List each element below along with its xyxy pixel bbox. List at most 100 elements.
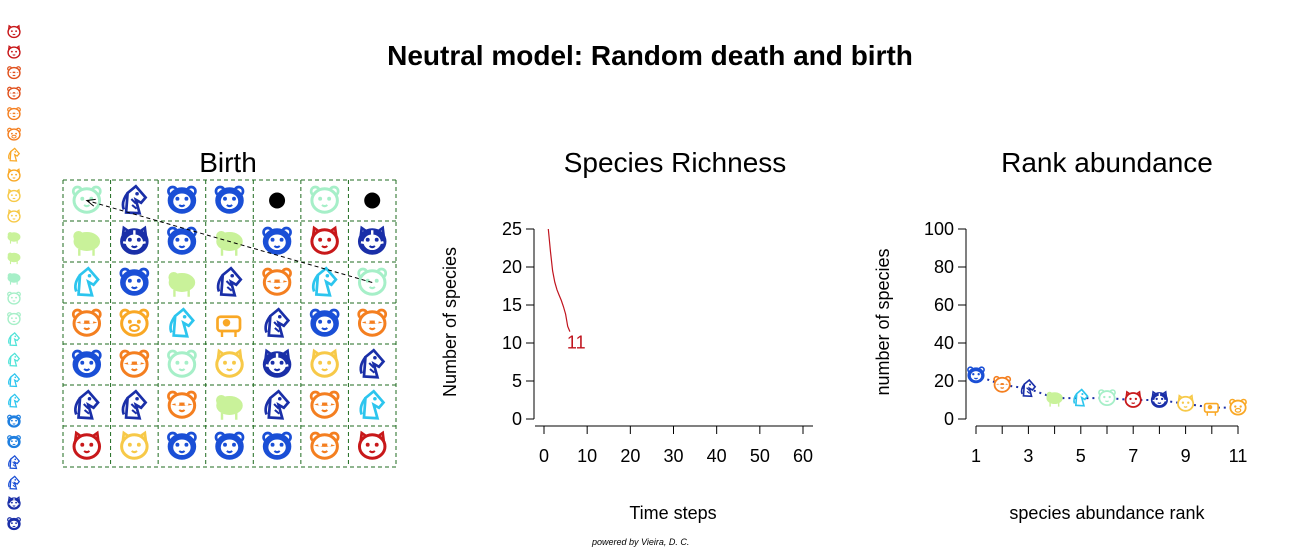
- zebra-icon: [74, 389, 100, 420]
- rank-point-lion-icon: [967, 366, 985, 384]
- monkey-icon: [7, 312, 21, 326]
- rank-point-tiger-icon: [1150, 390, 1168, 408]
- x-tick-label: 5: [1076, 446, 1086, 466]
- birth-arrow: [85, 198, 373, 283]
- lion-icon: [309, 308, 340, 337]
- zebra-icon: [264, 389, 291, 420]
- x-tick-label: 1: [971, 446, 981, 466]
- richness-axes: 0 10 20 30 40 50 60 0 5 10 15 20 25: [502, 219, 813, 466]
- birth-cells: [71, 184, 388, 460]
- pig-icon: [119, 308, 150, 337]
- rank-point-horse-icon: [1073, 388, 1089, 407]
- lion-icon: [119, 267, 150, 296]
- raccoon-icon: [167, 390, 197, 419]
- rank-point-raccoon-icon: [993, 375, 1012, 393]
- rank-point-sheep-icon: [1046, 391, 1063, 407]
- sheep-icon: [7, 273, 21, 285]
- zebra-icon: [359, 348, 386, 379]
- horse-icon: [8, 331, 21, 347]
- birth-panel: Birth: [62, 147, 397, 468]
- y-tick-label: 20: [502, 257, 522, 277]
- richness-chart-title: Species Richness: [564, 147, 787, 178]
- horse-icon: [8, 393, 21, 408]
- y-tick-label: 0: [512, 409, 522, 429]
- richness-line: [547, 228, 571, 332]
- y-tick-label: 0: [944, 409, 954, 429]
- rank-point-pig-icon: [1229, 398, 1247, 416]
- x-tick-label: 9: [1181, 446, 1191, 466]
- rank-point-fox-icon: [1177, 394, 1195, 412]
- rank-connector-line: [975, 374, 1238, 409]
- monkey-icon: [309, 185, 340, 214]
- pig-icon: [7, 127, 21, 141]
- sheep-icon: [7, 232, 21, 244]
- cow-icon: [216, 315, 242, 337]
- richness-series: 11: [547, 228, 586, 353]
- lion-icon: [7, 435, 21, 449]
- fox-icon: [7, 168, 21, 182]
- horse-icon: [8, 352, 21, 367]
- tiger-icon: [262, 348, 292, 378]
- monkey-icon: [71, 185, 102, 214]
- rank-point-monkey-icon: [1098, 389, 1116, 407]
- raccoon-icon: [7, 107, 21, 121]
- raccoon-icon: [71, 308, 102, 337]
- y-tick-label: 40: [934, 333, 954, 353]
- horse-icon: [311, 266, 338, 297]
- raccoon-icon: [7, 86, 21, 100]
- rank-chart-title: Rank abundance: [1001, 147, 1213, 178]
- lion-icon: [214, 431, 245, 460]
- empty-cell-marker: [269, 192, 286, 209]
- lion-icon: [167, 431, 197, 460]
- raccoon-icon: [309, 431, 340, 460]
- y-tick-label: 25: [502, 219, 522, 239]
- lion-icon: [71, 349, 102, 378]
- fox-icon: [7, 188, 21, 203]
- sheep-icon: [168, 272, 196, 297]
- x-tick-label: 40: [707, 446, 727, 466]
- raccoon-icon: [119, 349, 150, 378]
- tiger-icon: [7, 496, 21, 510]
- lion-icon: [7, 517, 21, 531]
- lion-icon: [167, 185, 197, 214]
- fox-icon: [7, 209, 21, 223]
- zebra-icon: [121, 389, 148, 420]
- cat-icon: [7, 45, 21, 59]
- fox-icon: [120, 430, 149, 460]
- richness-y-axis-label: Number of species: [440, 247, 460, 397]
- birth-panel-title: Birth: [199, 147, 257, 178]
- x-tick-label: 30: [663, 446, 683, 466]
- rank-axes: 1 3 5 7 9 11 0 20 40 60 80 100: [924, 219, 1247, 466]
- x-tick-label: 10: [577, 446, 597, 466]
- rank-x-axis-label: species abundance rank: [1009, 503, 1205, 523]
- horse-icon: [8, 372, 21, 388]
- page-title: Neutral model: Random death and birth: [387, 40, 913, 71]
- cat-icon: [310, 225, 339, 255]
- fox-icon: [215, 348, 244, 378]
- monkey-icon: [167, 349, 197, 378]
- sheep-icon: [73, 231, 101, 256]
- cat-icon: [7, 24, 21, 39]
- credit-text: powered by Vieira, D. C.: [592, 537, 690, 547]
- y-tick-label: 60: [934, 295, 954, 315]
- richness-end-label: 11: [567, 333, 586, 353]
- tiger-icon: [357, 225, 387, 255]
- raccoon-icon: [262, 267, 292, 296]
- lion-icon: [262, 226, 292, 255]
- zebra-icon: [8, 454, 21, 470]
- sheep-icon: [216, 231, 243, 256]
- rank-series: [967, 366, 1247, 416]
- monkey-icon: [357, 267, 388, 296]
- richness-x-axis-label: Time steps: [629, 503, 716, 523]
- cat-icon: [72, 430, 102, 460]
- rank-point-cow-icon: [1203, 402, 1219, 416]
- y-tick-label: 5: [512, 371, 522, 391]
- zebra-icon: [121, 184, 148, 215]
- y-tick-label: 20: [934, 371, 954, 391]
- empty-cell-marker: [364, 192, 381, 209]
- horse-icon: [74, 266, 100, 297]
- horse-icon: [359, 389, 386, 420]
- monkey-icon: [7, 291, 21, 305]
- zebra-icon: [264, 307, 291, 338]
